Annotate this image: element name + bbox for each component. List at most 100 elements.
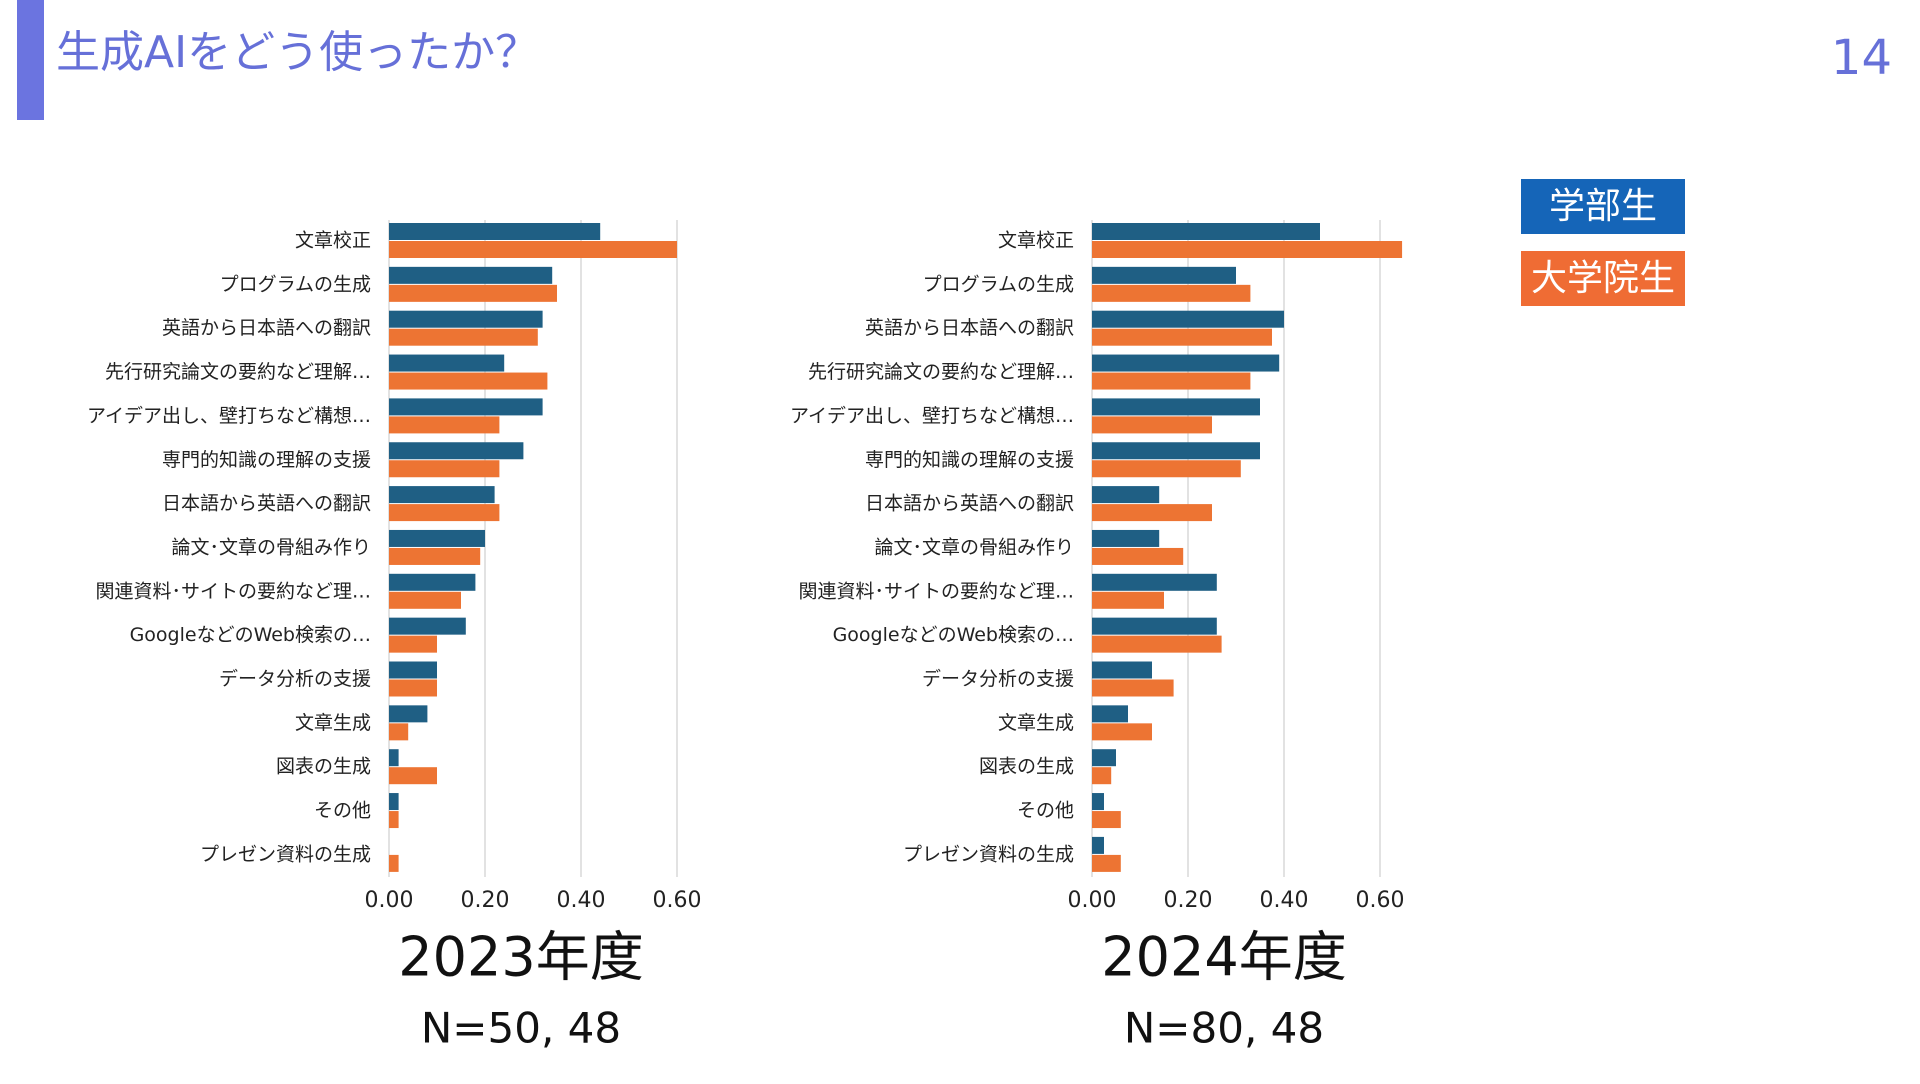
bar <box>1092 854 1121 872</box>
bar <box>1092 442 1260 460</box>
bar <box>389 442 524 460</box>
category-label: アイデア出し、壁打ちなど構想… <box>87 405 371 427</box>
category-label: 図表の生成 <box>979 756 1074 778</box>
bar <box>389 705 428 723</box>
bar-series: 大学院生 <box>1092 241 1403 872</box>
bar <box>389 372 548 390</box>
bar <box>1092 705 1128 723</box>
category-label: 文章生成 <box>295 712 371 734</box>
bar <box>389 486 495 504</box>
category-label: 関連資料･サイトの要約など理… <box>798 580 1074 602</box>
chart-title: 2023年度 <box>398 926 643 989</box>
category-label: プレゼン資料の生成 <box>903 843 1074 865</box>
category-label: GoogleなどのWeb検索の… <box>130 624 371 646</box>
bar <box>1092 310 1284 328</box>
bar <box>389 354 505 372</box>
category-label: 先行研究論文の要約など理解… <box>808 361 1074 383</box>
bar <box>389 679 437 697</box>
bar-series <box>389 241 677 872</box>
legend-label: 大学院生 <box>1531 258 1675 299</box>
bar <box>389 241 677 258</box>
category-label: 日本語から英語への翻訳 <box>162 493 371 515</box>
bar <box>1092 573 1217 591</box>
category-label: 専門的知識の理解の支援 <box>162 449 371 471</box>
bar <box>1092 591 1164 609</box>
x-tick-label: 0.40 <box>1260 888 1309 913</box>
bar <box>389 504 500 522</box>
bar <box>389 529 485 547</box>
bar <box>389 223 601 240</box>
bar <box>1092 723 1152 741</box>
title-accent <box>17 0 44 120</box>
bar <box>1092 811 1121 829</box>
bar <box>1092 460 1241 478</box>
bar <box>1092 266 1236 284</box>
bar <box>389 811 399 829</box>
category-label: データ分析の支援 <box>219 668 371 690</box>
bar <box>389 793 399 811</box>
bar <box>1092 328 1272 346</box>
bar <box>1092 223 1320 240</box>
bar <box>389 284 557 302</box>
category-label: データ分析の支援 <box>922 668 1074 690</box>
bar <box>1092 398 1260 416</box>
bar <box>389 573 476 591</box>
bar <box>389 398 543 416</box>
bar <box>1092 793 1104 811</box>
bar <box>1092 372 1251 390</box>
bar <box>389 328 538 346</box>
bar <box>1092 661 1152 679</box>
bar <box>389 723 409 741</box>
bar <box>389 767 437 785</box>
category-label: 論文･文章の骨組み作り <box>171 536 371 558</box>
category-label: その他 <box>314 800 371 822</box>
category-label: 英語から日本語への翻訳 <box>162 317 371 339</box>
bar <box>1092 529 1160 547</box>
bar <box>1092 767 1112 785</box>
bar <box>389 547 481 565</box>
category-label: プログラムの生成 <box>923 273 1074 295</box>
bar <box>1092 836 1104 854</box>
category-label: 文章校正 <box>998 230 1074 252</box>
bar <box>389 661 437 679</box>
bar <box>1092 354 1280 372</box>
category-label: アイデア出し、壁打ちなど構想… <box>790 405 1074 427</box>
chart-subtitle: N=80, 48 <box>1124 1004 1324 1053</box>
bar <box>1092 547 1184 565</box>
category-label: 関連資料･サイトの要約など理… <box>95 580 371 602</box>
x-tick-label: 0.00 <box>365 888 414 913</box>
bar <box>1092 284 1251 302</box>
category-label: 英語から日本語への翻訳 <box>865 317 1074 339</box>
category-label: GoogleなどのWeb検索の… <box>833 624 1074 646</box>
bar <box>389 617 466 635</box>
category-label: 先行研究論文の要約など理解… <box>105 361 371 383</box>
category-label: 論文･文章の骨組み作り <box>874 536 1074 558</box>
bar <box>389 266 553 284</box>
bar <box>1092 416 1212 434</box>
bar <box>389 591 461 609</box>
bar-series: 学部生 <box>1092 223 1320 854</box>
chart-subtitle: N=50, 48 <box>421 1004 621 1053</box>
legend-label: 学部生 <box>1549 186 1657 227</box>
category-label: 文章生成 <box>998 712 1074 734</box>
chart-title: 2024年度 <box>1101 926 1346 989</box>
bar <box>1092 241 1403 258</box>
bar <box>1092 486 1160 504</box>
x-tick-label: 0.00 <box>1068 888 1117 913</box>
category-label: 図表の生成 <box>276 756 371 778</box>
bar <box>389 416 500 434</box>
category-label: その他 <box>1017 800 1074 822</box>
x-tick-label: 0.20 <box>1164 888 1213 913</box>
category-label: 日本語から英語への翻訳 <box>865 493 1074 515</box>
bar <box>389 635 437 653</box>
x-tick-label: 0.60 <box>653 888 702 913</box>
x-tick-label: 0.20 <box>461 888 510 913</box>
bar <box>389 854 399 872</box>
bar <box>1092 679 1174 697</box>
bar <box>1092 504 1212 522</box>
bar <box>389 460 500 478</box>
category-label: プログラムの生成 <box>220 273 371 295</box>
category-label: 文章校正 <box>295 230 371 252</box>
page-number: 14 <box>1831 30 1892 86</box>
